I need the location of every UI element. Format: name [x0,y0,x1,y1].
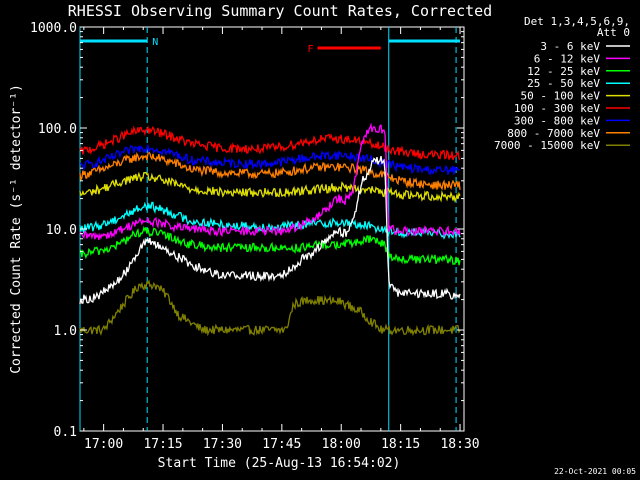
series-line [79,279,461,337]
series-lines [79,122,461,337]
legend-label: 7000 - 15000 keV [494,139,600,152]
series-line [79,125,461,161]
series-line [79,122,461,240]
y-axis: 0.1 1.0 10.0 100.0 1000.0 [30,21,464,440]
y-tick-label: 1000.0 [30,21,77,36]
legend-label: 800 - 7000 keV [507,127,600,140]
legend-label: 3 - 6 keV [540,40,600,53]
legend-label: 12 - 25 keV [527,65,600,78]
legend-label: 6 - 12 keV [534,52,601,65]
chart-title: RHESSI Observing Summary Count Rates, Co… [68,2,492,20]
legend-label: 50 - 100 keV [521,90,601,103]
x-axis-label: Start Time (25-Aug-13 16:54:02) [158,456,401,471]
x-tick-label: 18:00 [322,437,361,452]
x-axis: 17:00 17:15 17:30 17:45 18:00 18:15 18:30 [83,27,480,452]
x-tick-label: 17:00 [84,437,123,452]
time-bars: NF [80,37,461,55]
flare-bar-label: F [307,44,313,55]
night-bar-label: N [152,37,158,48]
x-tick-label: 17:45 [262,437,301,452]
series-line [79,155,461,305]
y-tick-label: 0.1 [54,425,77,440]
series-line [79,171,461,203]
x-tick-label: 18:15 [381,437,420,452]
series-line [79,144,461,176]
series-line [79,225,461,266]
legend-label: 300 - 800 keV [514,114,600,127]
legend-header: Det 1,3,4,5,6,9, [524,15,630,28]
legend-label: 100 - 300 keV [514,102,600,115]
series-line [79,201,461,240]
x-tick-label: 17:30 [203,437,242,452]
footer-date: 22-Oct-2021 00:05 [554,467,636,476]
x-tick-label: 18:30 [440,437,479,452]
legend-label: 25 - 50 keV [527,77,600,90]
x-tick-label: 17:15 [143,437,182,452]
series-line [79,150,461,191]
y-axis-label: Corrected Count Rate (s⁻¹ detector⁻¹) [9,84,24,374]
y-tick-label: 1.0 [54,324,77,339]
y-tick-label: 10.0 [46,223,77,238]
legend-header: Att 0 [597,26,630,39]
y-tick-label: 100.0 [38,122,77,137]
